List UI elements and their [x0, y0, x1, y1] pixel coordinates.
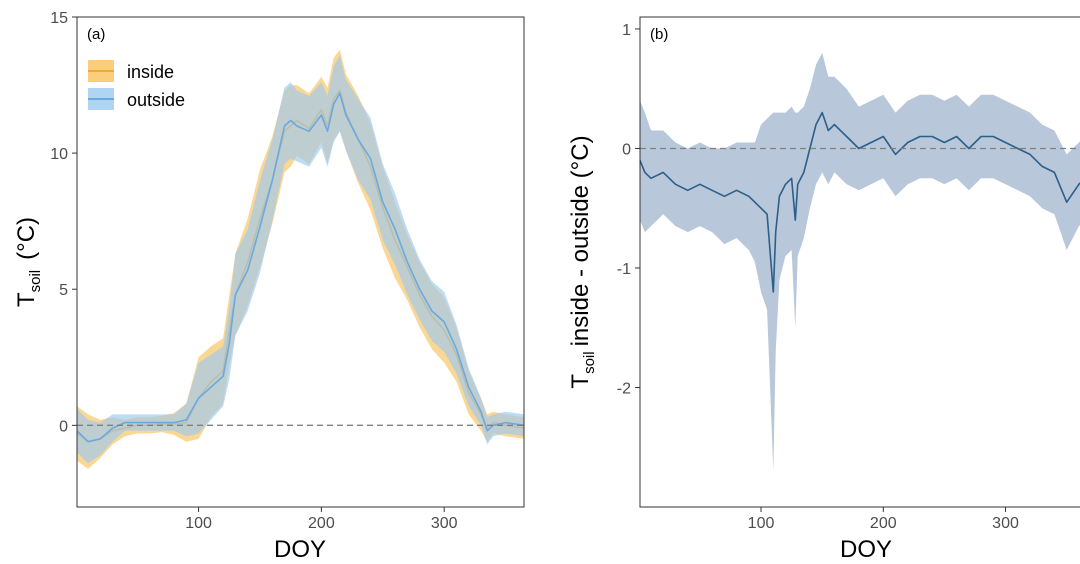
panel-b-x-tick-label: 100	[748, 515, 775, 532]
panel-a-border	[76, 16, 525, 508]
panel-a-ticks: 100 200 300 0 5 10 15	[50, 10, 457, 532]
panel-a-plot-area	[76, 49, 525, 469]
panel-a-y-title-rest: (°C)	[13, 217, 40, 260]
panel-a-line-outside	[76, 92, 525, 443]
panel-a-y-tick-label: 15	[50, 10, 68, 27]
panel-b-y-tick-label: 0	[622, 141, 631, 158]
legend-label-inside: inside	[127, 62, 174, 82]
panel-a-band-outside	[77, 55, 524, 464]
panel-b-y-axis-title: Tsoil inside - outside (°C)	[567, 135, 598, 388]
panel-a: (a) inside outside 100 200 300 0 5 10 15 DOY T…	[13, 10, 525, 563]
panel-b-y-tick-label: -1	[617, 261, 631, 278]
panel-a-y-tick-label: 10	[50, 146, 68, 163]
panel-a-label: (a)	[87, 26, 105, 43]
panel-a-y-tick-label: 0	[59, 418, 68, 435]
legend-label-outside: outside	[127, 90, 185, 110]
panel-b-border	[639, 16, 1080, 508]
panel-a-x-tick-label: 300	[431, 515, 458, 532]
panel-b-x-axis-title: DOY	[840, 536, 892, 563]
legend: inside outside	[88, 60, 185, 110]
panel-a-x-axis-title: DOY	[274, 536, 326, 563]
panel-a-x-tick-label: 200	[308, 515, 335, 532]
panel-b-y-tick-label: 1	[622, 22, 631, 39]
panel-b-line-series-0	[639, 111, 1080, 293]
panel-b-plot-area	[639, 52, 1080, 472]
panel-b-y-title-sub: soil	[581, 351, 598, 374]
panel-b-y-title-rest: inside - outside (°C)	[567, 135, 594, 346]
panel-b-label: (b)	[650, 26, 668, 43]
panel-a-y-axis-title: Tsoil (°C)	[13, 217, 44, 307]
panel-b-band-series-0	[640, 52, 1080, 472]
panel-b-x-tick-label: 200	[870, 515, 897, 532]
panel-b-x-tick-label: 300	[992, 515, 1019, 532]
panel-a-y-title-main: T	[13, 292, 40, 307]
panel-b-ticks: 100 200 300 -2 -1 0 1	[617, 22, 1019, 532]
panel-b-y-title-main: T	[567, 374, 594, 389]
panel-a-y-title-sub: soil	[27, 270, 44, 293]
panel-a-y-tick-label: 5	[59, 282, 68, 299]
panel-b-y-tick-label: -2	[617, 380, 631, 397]
panel-a-x-tick-label: 100	[185, 515, 212, 532]
panel-b: (b) 100 200 300 -2 -1 0 1 DOY Tsoil inside - ou…	[567, 16, 1080, 563]
